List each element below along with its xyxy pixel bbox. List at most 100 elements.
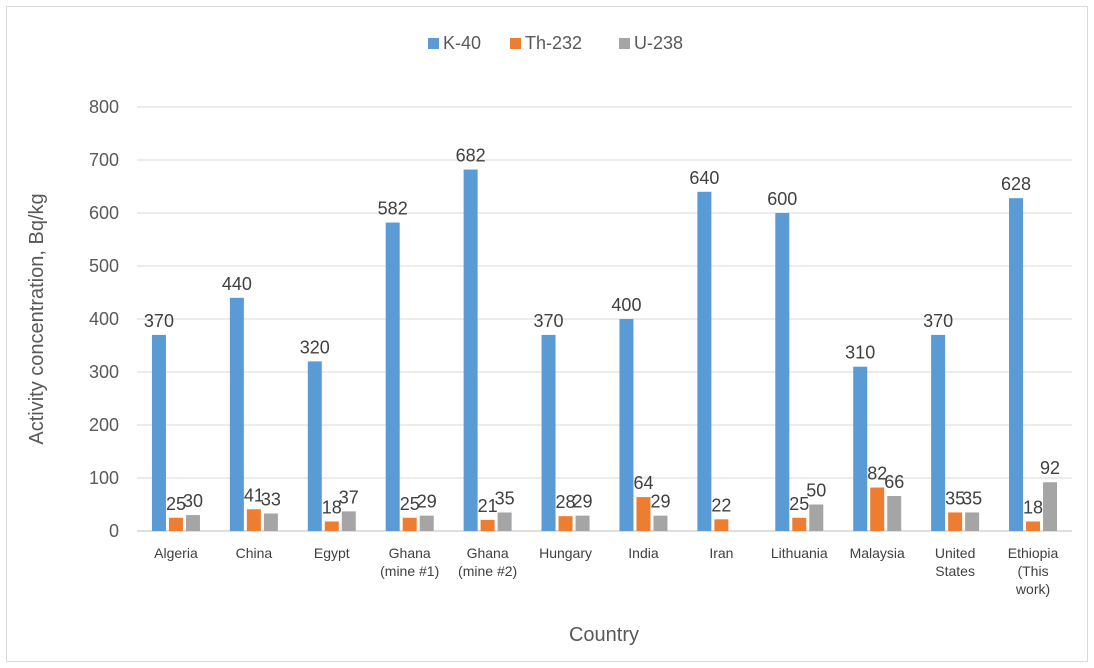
data-label: 18 xyxy=(322,497,342,517)
bar-u-238 xyxy=(575,515,590,531)
data-label: 370 xyxy=(144,311,174,331)
y-axis-ticks: 0 100 200 300 400 500 600 700 800 xyxy=(89,97,119,541)
data-label: 320 xyxy=(300,337,330,357)
data-label: 25 xyxy=(400,494,420,514)
data-label: 640 xyxy=(689,168,719,188)
bar-u-238 xyxy=(809,504,824,531)
category-label: Hungary xyxy=(539,545,592,561)
bar-th-232 xyxy=(792,517,807,531)
bar-u-238 xyxy=(1043,482,1058,531)
data-label: 600 xyxy=(767,189,797,209)
bar-k-40 xyxy=(931,334,946,531)
bar-th-232 xyxy=(480,519,495,531)
bar-k-40 xyxy=(385,222,400,532)
bar-k-40 xyxy=(697,191,712,532)
data-label: 582 xyxy=(378,199,408,219)
bar-k-40 xyxy=(151,334,166,531)
category-label: Lithuania xyxy=(771,545,828,561)
y-tick-label: 500 xyxy=(89,256,119,276)
category-labels: Algeria China Egypt Ghana (mine #1) Ghana (min… xyxy=(154,545,1058,597)
gridlines xyxy=(137,106,1072,532)
data-label: 21 xyxy=(478,496,498,516)
data-label: 33 xyxy=(261,490,281,510)
bar-k-40 xyxy=(619,319,634,531)
y-tick-label: 700 xyxy=(89,150,119,170)
x-axis-title: Country xyxy=(569,624,639,646)
data-label: 440 xyxy=(222,274,252,294)
legend-swatch-th-232 xyxy=(510,38,521,49)
y-tick-label: 100 xyxy=(89,468,119,488)
data-label: 682 xyxy=(456,146,486,166)
bar-k-40 xyxy=(307,361,322,531)
bar-u-238 xyxy=(341,511,356,531)
data-label: 35 xyxy=(962,488,982,508)
y-tick-label: 800 xyxy=(89,97,119,117)
y-tick-label: 400 xyxy=(89,309,119,329)
category-label: Malaysia xyxy=(850,545,905,561)
legend-swatch-u-238 xyxy=(619,38,630,49)
data-label: 41 xyxy=(244,485,264,505)
data-label: 66 xyxy=(884,472,904,492)
data-labels: 370 440 320 582 682 370 400 640 600 310 370 628 25 41… xyxy=(144,146,1060,518)
bar-u-238 xyxy=(185,515,200,531)
category-label: Ghana (mine #1) xyxy=(380,545,439,579)
y-tick-label: 300 xyxy=(89,362,119,382)
data-label: 370 xyxy=(534,311,564,331)
bars xyxy=(151,169,1058,532)
data-label: 92 xyxy=(1040,458,1060,478)
bar-k-40 xyxy=(1009,198,1024,531)
y-tick-label: 600 xyxy=(89,203,119,223)
legend-label: U-238 xyxy=(634,33,683,53)
bar-k-40 xyxy=(229,297,244,531)
bar-th-232 xyxy=(948,512,963,531)
bar-th-232 xyxy=(714,519,729,531)
category-label: China xyxy=(236,545,273,561)
category-label: Egypt xyxy=(314,545,350,561)
bar-th-232 xyxy=(1026,521,1041,531)
bar-u-238 xyxy=(653,515,668,531)
category-label: Ghana (mine #2) xyxy=(458,545,517,579)
bar-th-232 xyxy=(246,509,261,531)
data-label: 400 xyxy=(611,295,641,315)
legend: K-40 Th-232 U-238 xyxy=(428,33,683,53)
data-label: 25 xyxy=(166,494,186,514)
data-label: 37 xyxy=(339,487,359,507)
data-label: 29 xyxy=(573,492,593,512)
category-label: Iran xyxy=(709,545,733,561)
data-label: 64 xyxy=(633,473,653,493)
data-label: 22 xyxy=(711,495,731,515)
category-label: Ethiopia (This work) xyxy=(1008,545,1059,597)
data-label: 50 xyxy=(806,481,826,501)
bar-th-232 xyxy=(636,497,651,531)
bar-th-232 xyxy=(870,487,885,531)
bar-u-238 xyxy=(263,513,278,531)
data-label: 628 xyxy=(1001,174,1031,194)
data-label: 29 xyxy=(417,492,437,512)
legend-swatch-k-40 xyxy=(428,38,439,49)
bar-k-40 xyxy=(463,169,478,532)
bar-u-238 xyxy=(887,496,902,531)
data-label: 35 xyxy=(945,488,965,508)
category-label: Algeria xyxy=(154,545,198,561)
bar-k-40 xyxy=(775,213,790,531)
data-label: 18 xyxy=(1023,497,1043,517)
y-tick-label: 0 xyxy=(109,521,119,541)
legend-label: Th-232 xyxy=(525,33,582,53)
bar-k-40 xyxy=(853,366,868,531)
bar-th-232 xyxy=(324,521,339,531)
category-label: United States xyxy=(935,545,975,579)
data-label: 28 xyxy=(556,492,576,512)
data-label: 310 xyxy=(845,343,875,363)
data-label: 25 xyxy=(789,494,809,514)
bar-u-238 xyxy=(965,512,980,531)
bar-th-232 xyxy=(168,517,183,531)
data-label: 82 xyxy=(867,464,887,484)
legend-label: K-40 xyxy=(443,33,481,53)
bar-th-232 xyxy=(402,517,417,531)
data-label: 29 xyxy=(650,492,670,512)
y-axis-title: Activity concentration, Bq/kg xyxy=(26,193,48,444)
bar-k-40 xyxy=(541,334,556,531)
category-label: India xyxy=(628,545,659,561)
data-label: 30 xyxy=(183,491,203,511)
